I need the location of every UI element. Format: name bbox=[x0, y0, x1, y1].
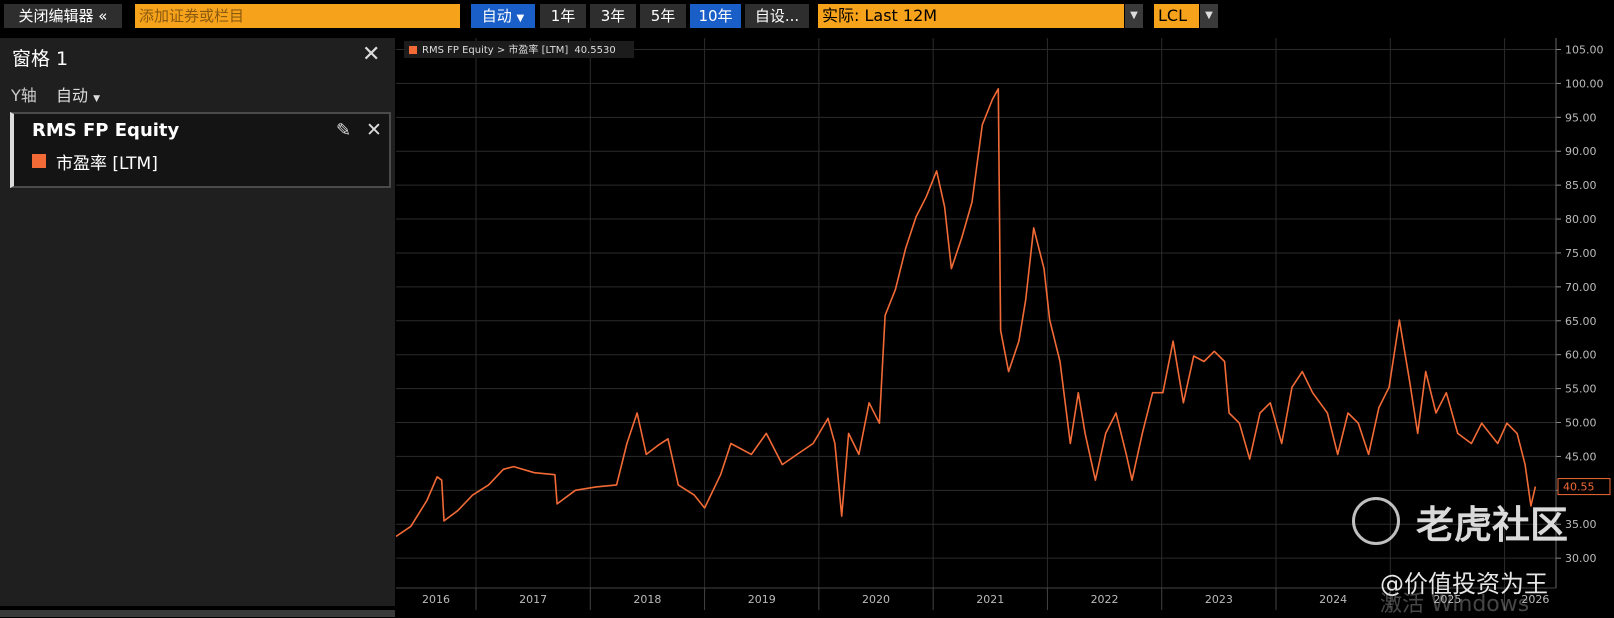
x-tick-label: 2026 bbox=[1521, 593, 1549, 606]
legend-value: 40.5530 bbox=[574, 45, 615, 56]
y-tick-label: 65.00 bbox=[1565, 315, 1597, 328]
actual-select[interactable]: 实际: Last 12M bbox=[818, 4, 1124, 28]
x-tick-label: 2021 bbox=[976, 593, 1004, 606]
x-tick-label: 2023 bbox=[1205, 593, 1233, 606]
activation-watermark: 激活 Windows bbox=[1380, 592, 1530, 617]
y-tick-label: 100.00 bbox=[1565, 77, 1604, 90]
close-editor-button[interactable]: 关闭编辑器 « bbox=[4, 4, 122, 28]
field-color-swatch bbox=[32, 154, 46, 168]
field-name: 市盈率 [LTM] bbox=[56, 154, 158, 174]
auto-text: 自动 bbox=[481, 7, 512, 25]
side-panel: 窗格 1 ✕ Y轴 自动 ▼ RMS FP Equity ✎ ✕ 市盈率 [LT… bbox=[0, 38, 395, 606]
plot-background bbox=[396, 38, 1556, 588]
line-series bbox=[396, 88, 1537, 538]
period-button[interactable]: 10年 bbox=[690, 4, 741, 28]
period-button[interactable]: 5年 bbox=[640, 4, 686, 28]
period-button[interactable]: 1年 bbox=[540, 4, 586, 28]
x-tick-label: 2024 bbox=[1319, 593, 1347, 606]
y-tick-label: 80.00 bbox=[1565, 213, 1597, 226]
current-value-tag bbox=[1557, 478, 1611, 496]
legend-swatch bbox=[409, 46, 417, 54]
dropdown-arrow: ▼ bbox=[93, 94, 101, 104]
y-tick-label: 70.00 bbox=[1565, 281, 1597, 294]
y-tick-label: 105.00 bbox=[1565, 43, 1604, 56]
actual-dropdown-arrow[interactable]: ▼ bbox=[1125, 4, 1143, 28]
panel-title: 窗格 1 bbox=[12, 48, 69, 70]
period-button[interactable]: 自设... bbox=[745, 4, 809, 28]
brand-watermark: 老虎社区 bbox=[1416, 503, 1569, 547]
currency-select[interactable]: LCL bbox=[1154, 4, 1199, 28]
dropdown-arrow: ▼ bbox=[516, 13, 525, 24]
legend-label: RMS FP Equity > 市盈率 [LTM] bbox=[422, 43, 568, 56]
chart: 30.0035.0040.0045.0050.0055.0060.0065.00… bbox=[396, 38, 1611, 610]
y-tick-label: 30.00 bbox=[1565, 552, 1597, 565]
y-tick-label: 55.00 bbox=[1565, 383, 1597, 396]
search-input[interactable]: 添加证券或栏目 bbox=[135, 4, 460, 28]
x-tick-label: 2020 bbox=[862, 593, 890, 606]
x-tick-label: 2025 bbox=[1433, 593, 1461, 606]
x-tick-label: 2018 bbox=[633, 593, 661, 606]
status-bar bbox=[0, 610, 395, 617]
y-tick-label: 75.00 bbox=[1565, 247, 1597, 260]
y-axis-mode-text: 自动 bbox=[56, 86, 89, 105]
collapse-icon: « bbox=[98, 7, 108, 25]
edit-icon[interactable]: ✎ bbox=[336, 120, 352, 141]
brand-logo bbox=[1352, 497, 1400, 545]
author-watermark: @价值投资为王 bbox=[1380, 570, 1548, 598]
x-tick-label: 2022 bbox=[1091, 593, 1119, 606]
y-axis-label: Y轴 bbox=[11, 86, 37, 105]
security-card[interactable]: RMS FP Equity ✎ ✕ 市盈率 [LTM] bbox=[10, 112, 391, 188]
y-tick-label: 60.00 bbox=[1565, 349, 1597, 362]
auto-button[interactable]: 自动 ▼ bbox=[471, 4, 535, 28]
y-tick-label: 85.00 bbox=[1565, 179, 1597, 192]
y-axis-mode[interactable]: 自动 ▼ bbox=[56, 82, 100, 106]
period-button[interactable]: 3年 bbox=[590, 4, 636, 28]
x-tick-label: 2017 bbox=[519, 593, 547, 606]
x-tick-label: 2016 bbox=[422, 593, 450, 606]
y-tick-label: 35.00 bbox=[1565, 518, 1597, 531]
y-tick-label: 45.00 bbox=[1565, 450, 1597, 463]
y-tick-label: 50.00 bbox=[1565, 417, 1597, 430]
remove-icon[interactable]: ✕ bbox=[366, 119, 382, 141]
security-name: RMS FP Equity bbox=[32, 120, 180, 141]
current-value-label: 40.55 bbox=[1563, 481, 1595, 494]
close-editor-text: 关闭编辑器 bbox=[18, 7, 94, 25]
y-tick-label: 90.00 bbox=[1565, 145, 1597, 158]
y-tick-label: 95.00 bbox=[1565, 111, 1597, 124]
legend-box bbox=[404, 41, 634, 58]
close-panel-icon[interactable]: ✕ bbox=[362, 42, 381, 67]
currency-dropdown-arrow[interactable]: ▼ bbox=[1200, 4, 1218, 28]
x-tick-label: 2019 bbox=[748, 593, 776, 606]
